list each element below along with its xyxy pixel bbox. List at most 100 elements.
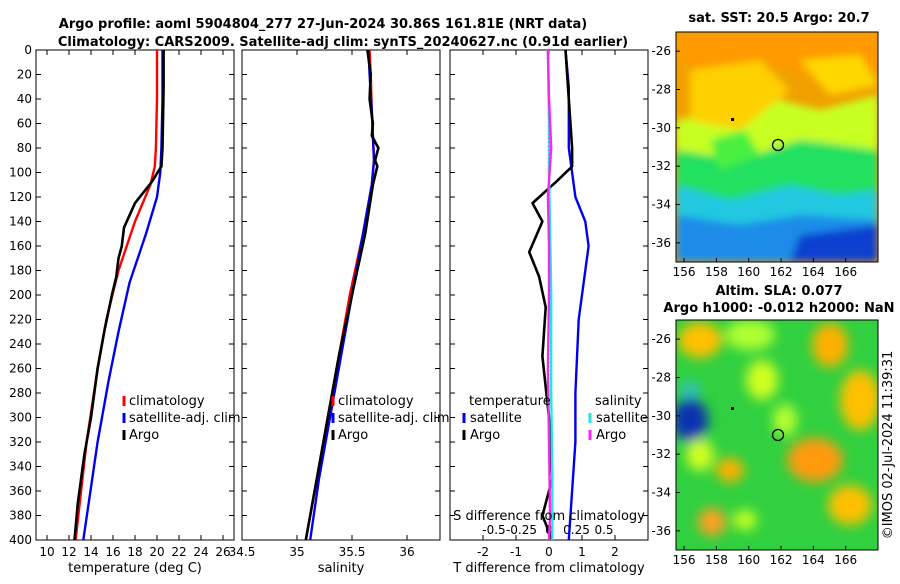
x-tick-label: -2	[477, 545, 489, 559]
x-tick-label: 1	[578, 545, 586, 559]
y-tick-label: 360	[9, 484, 32, 498]
map-y-tick-label: -28	[651, 371, 671, 385]
series-line-temperature-satellite	[564, 49, 590, 541]
x-tick-label: 36	[399, 545, 414, 559]
y-tick-label: 80	[17, 141, 32, 155]
x-tick-label: 24	[193, 545, 208, 559]
y-tick-label: 140	[9, 215, 32, 229]
map-x-tick-label: 166	[834, 265, 857, 279]
x-tick-label: 16	[105, 545, 120, 559]
x-tick-label: 0	[545, 545, 553, 559]
y-tick-label: 240	[9, 337, 32, 351]
sst-map-title: sat. SST: 20.5 Argo: 20.7	[688, 11, 869, 26]
map-x-tick-label: 158	[705, 553, 728, 567]
sst-track-dot	[731, 118, 734, 121]
sla-map-frame	[675, 319, 879, 551]
map-y-tick-label: -26	[651, 44, 671, 58]
x-tick-label: 2	[611, 545, 619, 559]
y-tick-label: 220	[9, 313, 32, 327]
s-tick-label: 0.5	[594, 523, 613, 537]
s-tick-label: -0.5	[482, 523, 505, 537]
map-y-tick-label: -32	[651, 447, 671, 461]
legend-t-argo-label: Argo	[470, 428, 500, 443]
legend-t-satellite-label: satellite	[470, 411, 522, 426]
map-y-tick-label: -30	[651, 121, 671, 135]
map-x-tick-label: 166	[834, 553, 857, 567]
map-x-tick-label: 156	[673, 265, 696, 279]
series-line-satellite-adj-clim	[82, 50, 164, 541]
map-y-tick-label: -34	[651, 486, 671, 500]
s-tick-label: 0.25	[563, 523, 590, 537]
series-line-climatology	[74, 50, 159, 541]
x-tick-label: 20	[149, 545, 164, 559]
x-tick-label: 35.5	[339, 545, 366, 559]
x-tick-label: 14	[83, 545, 98, 559]
legend-salinity-title: salinity	[595, 394, 642, 409]
series-line-salinity-satellite	[546, 49, 554, 540]
x-tick-label: 12	[61, 545, 76, 559]
map-y-tick-label: -28	[651, 83, 671, 97]
y-tick-label: 180	[9, 264, 32, 278]
y-tick-label: 280	[9, 386, 32, 400]
y-tick-label: 20	[17, 68, 32, 82]
map-x-tick-label: 160	[737, 265, 760, 279]
map-x-tick-label: 162	[770, 265, 793, 279]
y-tick-label: 340	[9, 460, 32, 474]
series-line-satellite-adj-clim	[309, 49, 376, 541]
temperature-x-axis-label: temperature (deg C)	[68, 561, 202, 576]
legend-temperature-title: temperature	[469, 394, 551, 409]
difference-salinity-legend: salinity satellite Argo	[588, 394, 648, 443]
legend-climatology-label: climatology	[129, 394, 205, 409]
series-line-argo	[304, 49, 380, 541]
legend-argo-label: Argo	[129, 428, 159, 443]
x-tick-label: 35	[289, 545, 304, 559]
y-tick-label: 0	[24, 43, 32, 57]
salinity-x-axis-label: salinity	[318, 561, 365, 576]
difference-x-axis-label: T difference from climatology	[452, 561, 645, 576]
figure-title-line1: Argo profile: aoml 5904804_277 27-Jun-20…	[59, 17, 587, 32]
map-y-tick-label: -32	[651, 159, 671, 173]
sst-float-marker	[771, 138, 785, 152]
legend-s-satellite-label: satellite	[596, 411, 648, 426]
y-tick-label: 160	[9, 239, 32, 253]
y-tick-label: 260	[9, 362, 32, 376]
salinity-plot-area	[241, 49, 441, 541]
y-tick-label: 400	[9, 533, 32, 547]
x-tick-label: -1	[510, 545, 522, 559]
x-tick-label: 26	[215, 545, 230, 559]
sla-map-image	[676, 320, 878, 550]
salinity-legend: climatology satellite-adj. clim Argo	[331, 394, 450, 443]
sst-map-frame	[675, 31, 879, 263]
x-tick-label: 10	[39, 545, 54, 559]
sla-track-dot	[731, 407, 734, 410]
y-tick-label: 60	[17, 117, 32, 131]
map-x-tick-label: 162	[770, 553, 793, 567]
y-tick-label: 320	[9, 435, 32, 449]
map-x-tick-label: 158	[705, 265, 728, 279]
map-x-tick-label: 164	[802, 553, 825, 567]
temperature-plot-area	[35, 49, 235, 541]
map-y-tick-label: -36	[651, 524, 671, 538]
map-x-tick-label: 164	[802, 265, 825, 279]
legend-climatology-label: climatology	[338, 394, 414, 409]
y-tick-label: 120	[9, 190, 32, 204]
s-tick-label: -0.25	[506, 523, 537, 537]
map-x-tick-label: 160	[737, 553, 760, 567]
sla-map-title: Altim. SLA: 0.077	[716, 284, 843, 299]
imos-timestamp: ©IMOS 02-Jul-2024 11:39:31	[881, 351, 896, 540]
legend-satellite-label: satellite-adj. clim	[129, 411, 241, 426]
x-tick-label: 18	[127, 545, 142, 559]
series-line-argo	[73, 50, 165, 541]
map-y-tick-label: -36	[651, 236, 671, 250]
x-tick-label: 34.5	[229, 545, 256, 559]
figure-title-line2: Climatology: CARS2009. Satellite-adj cli…	[58, 35, 628, 50]
series-line-climatology	[304, 49, 376, 541]
difference-s-axis-label: S difference from climatology	[453, 509, 645, 524]
map-x-tick-label: 156	[673, 553, 696, 567]
y-tick-label: 200	[9, 288, 32, 302]
y-tick-label: 40	[17, 92, 32, 106]
map-y-tick-label: -30	[651, 409, 671, 423]
sst-map-image	[676, 32, 878, 262]
map-y-tick-label: -26	[651, 332, 671, 346]
legend-satellite-label: satellite-adj. clim	[338, 411, 450, 426]
